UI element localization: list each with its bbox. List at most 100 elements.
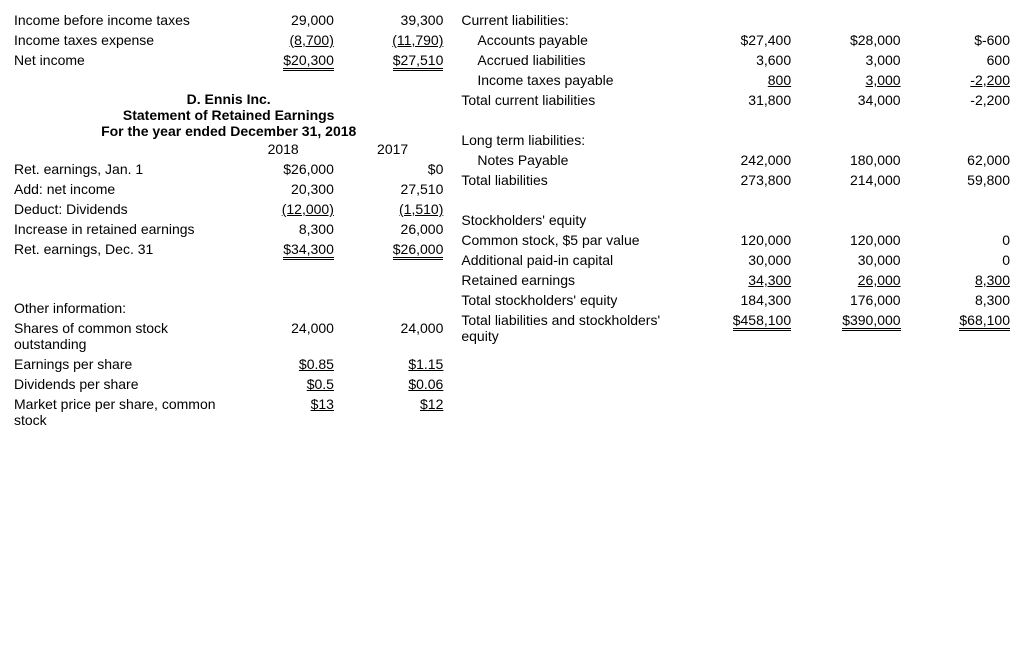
table-row: Shares of common stock outstanding24,000… xyxy=(10,318,447,354)
cell-value: 24,000 xyxy=(229,318,338,354)
table-row: Ret. earnings, Jan. 1$26,000$0 xyxy=(10,159,447,179)
row-label: Ret. earnings, Jan. 1 xyxy=(10,159,228,179)
cell-value: 176,000 xyxy=(795,290,904,310)
cell-value: 31,800 xyxy=(686,90,795,110)
cell-value: 24,000 xyxy=(338,318,447,354)
cell-value: (1,510) xyxy=(338,199,447,219)
cell-value: $28,000 xyxy=(795,30,904,50)
cell-value: 27,510 xyxy=(338,179,447,199)
table-row: Dividends per share$0.5$0.06 xyxy=(10,374,447,394)
right-column: Current liabilities: Accounts payable$27… xyxy=(457,10,1014,430)
cell-value: $68,100 xyxy=(905,310,1014,346)
row-label: Additional paid-in capital xyxy=(457,250,685,270)
table-row: Income taxes expense(8,700)(11,790) xyxy=(10,30,447,50)
cell-value: 34,000 xyxy=(795,90,904,110)
table-row: Ret. earnings, Dec. 31$34,300$26,000 xyxy=(10,239,447,262)
cell-value: 59,800 xyxy=(905,170,1014,190)
long-term-liabilities-header: Long term liabilities: xyxy=(457,130,1014,150)
cell-value: (12,000) xyxy=(228,199,337,219)
table-row: Other information: xyxy=(10,298,447,318)
cell-value: $34,300 xyxy=(228,239,337,262)
cell-value: 242,000 xyxy=(686,150,795,170)
table-row: Notes Payable242,000180,00062,000 xyxy=(457,150,1014,170)
cell-value: 30,000 xyxy=(795,250,904,270)
row-label: Common stock, $5 par value xyxy=(457,230,685,250)
cell-value: $13 xyxy=(229,394,338,430)
left-column: Income before income taxes29,00039,300In… xyxy=(10,10,447,430)
cell-value: (11,790) xyxy=(338,30,448,50)
cell-value: $390,000 xyxy=(795,310,904,346)
cell-value: 3,600 xyxy=(686,50,795,70)
year-2017: 2017 xyxy=(338,139,447,159)
table-row: Total liabilities and stockholders' equi… xyxy=(457,310,1014,346)
retained-earnings-header2: Statement of Retained Earnings xyxy=(10,107,447,123)
current-liabilities-header: Current liabilities: xyxy=(457,10,1014,30)
table-row: Retained earnings34,30026,0008,300 xyxy=(457,270,1014,290)
cell-value: 34,300 xyxy=(686,270,795,290)
table-row: Accounts payable$27,400$28,000$-600 xyxy=(457,30,1014,50)
table-row: Total liabilities273,800214,00059,800 xyxy=(457,170,1014,190)
row-label: Add: net income xyxy=(10,179,228,199)
stockholders-equity-header: Stockholders' equity xyxy=(457,210,1014,230)
table-row: Stockholders' equity xyxy=(457,210,1014,230)
cell-value: 0 xyxy=(905,250,1014,270)
row-label: Ret. earnings, Dec. 31 xyxy=(10,239,228,262)
cell-value: $1.15 xyxy=(338,354,447,374)
table-row: Total current liabilities31,80034,000-2,… xyxy=(457,90,1014,110)
row-label: Market price per share, common stock xyxy=(10,394,229,430)
table-row: 2018 2017 xyxy=(10,139,447,159)
cell-value: 184,300 xyxy=(686,290,795,310)
row-label: Deduct: Dividends xyxy=(10,199,228,219)
cell-value: $0.5 xyxy=(229,374,338,394)
cell-value: 26,000 xyxy=(795,270,904,290)
row-label: Total stockholders' equity xyxy=(457,290,685,310)
cell-value: -2,200 xyxy=(905,90,1014,110)
cell-value: $458,100 xyxy=(686,310,795,346)
table-row: Accrued liabilities3,6003,000600 xyxy=(457,50,1014,70)
row-label: Increase in retained earnings xyxy=(10,219,228,239)
cell-value: 29,000 xyxy=(228,10,337,30)
table-row: Additional paid-in capital30,00030,0000 xyxy=(457,250,1014,270)
cell-value: $27,400 xyxy=(686,30,795,50)
cell-value: 600 xyxy=(905,50,1014,70)
row-label: Income taxes payable xyxy=(457,70,685,90)
cell-value: 0 xyxy=(905,230,1014,250)
cell-value: 39,300 xyxy=(338,10,448,30)
row-label: Income before income taxes xyxy=(10,10,228,30)
cell-value: 3,000 xyxy=(795,50,904,70)
cell-value: $12 xyxy=(338,394,447,430)
row-label: Total liabilities xyxy=(457,170,685,190)
row-label: Retained earnings xyxy=(457,270,685,290)
retained-earnings-header1: D. Ennis Inc. xyxy=(10,91,447,107)
cell-value: 30,000 xyxy=(686,250,795,270)
cell-value: $20,300 xyxy=(228,50,337,73)
year-2018: 2018 xyxy=(228,139,337,159)
other-info-table: Other information: Shares of common stoc… xyxy=(10,298,447,430)
row-label: Accounts payable xyxy=(457,30,685,50)
cell-value: 214,000 xyxy=(795,170,904,190)
row-label: Income taxes expense xyxy=(10,30,228,50)
cell-value: 120,000 xyxy=(686,230,795,250)
cell-value: $26,000 xyxy=(338,239,447,262)
income-table: Income before income taxes29,00039,300In… xyxy=(10,10,447,73)
table-row: Add: net income20,30027,510 xyxy=(10,179,447,199)
retained-earnings-header3: For the year ended December 31, 2018 xyxy=(10,123,447,139)
cell-value: 62,000 xyxy=(905,150,1014,170)
cell-value: -2,200 xyxy=(905,70,1014,90)
cell-value: $26,000 xyxy=(228,159,337,179)
table-row: Current liabilities: xyxy=(457,10,1014,30)
table-row: Increase in retained earnings8,30026,000 xyxy=(10,219,447,239)
row-label: Net income xyxy=(10,50,228,73)
row-label: Dividends per share xyxy=(10,374,229,394)
table-row: Total stockholders' equity184,300176,000… xyxy=(457,290,1014,310)
row-label: Notes Payable xyxy=(457,150,685,170)
cell-value: 273,800 xyxy=(686,170,795,190)
cell-value: 8,300 xyxy=(228,219,337,239)
cell-value: 3,000 xyxy=(795,70,904,90)
page-container: Income before income taxes29,00039,300In… xyxy=(10,10,1014,430)
cell-value: $27,510 xyxy=(338,50,448,73)
cell-value: 800 xyxy=(686,70,795,90)
cell-value: $0 xyxy=(338,159,447,179)
row-label: Total liabilities and stockholders' equi… xyxy=(457,310,685,346)
cell-value: 180,000 xyxy=(795,150,904,170)
